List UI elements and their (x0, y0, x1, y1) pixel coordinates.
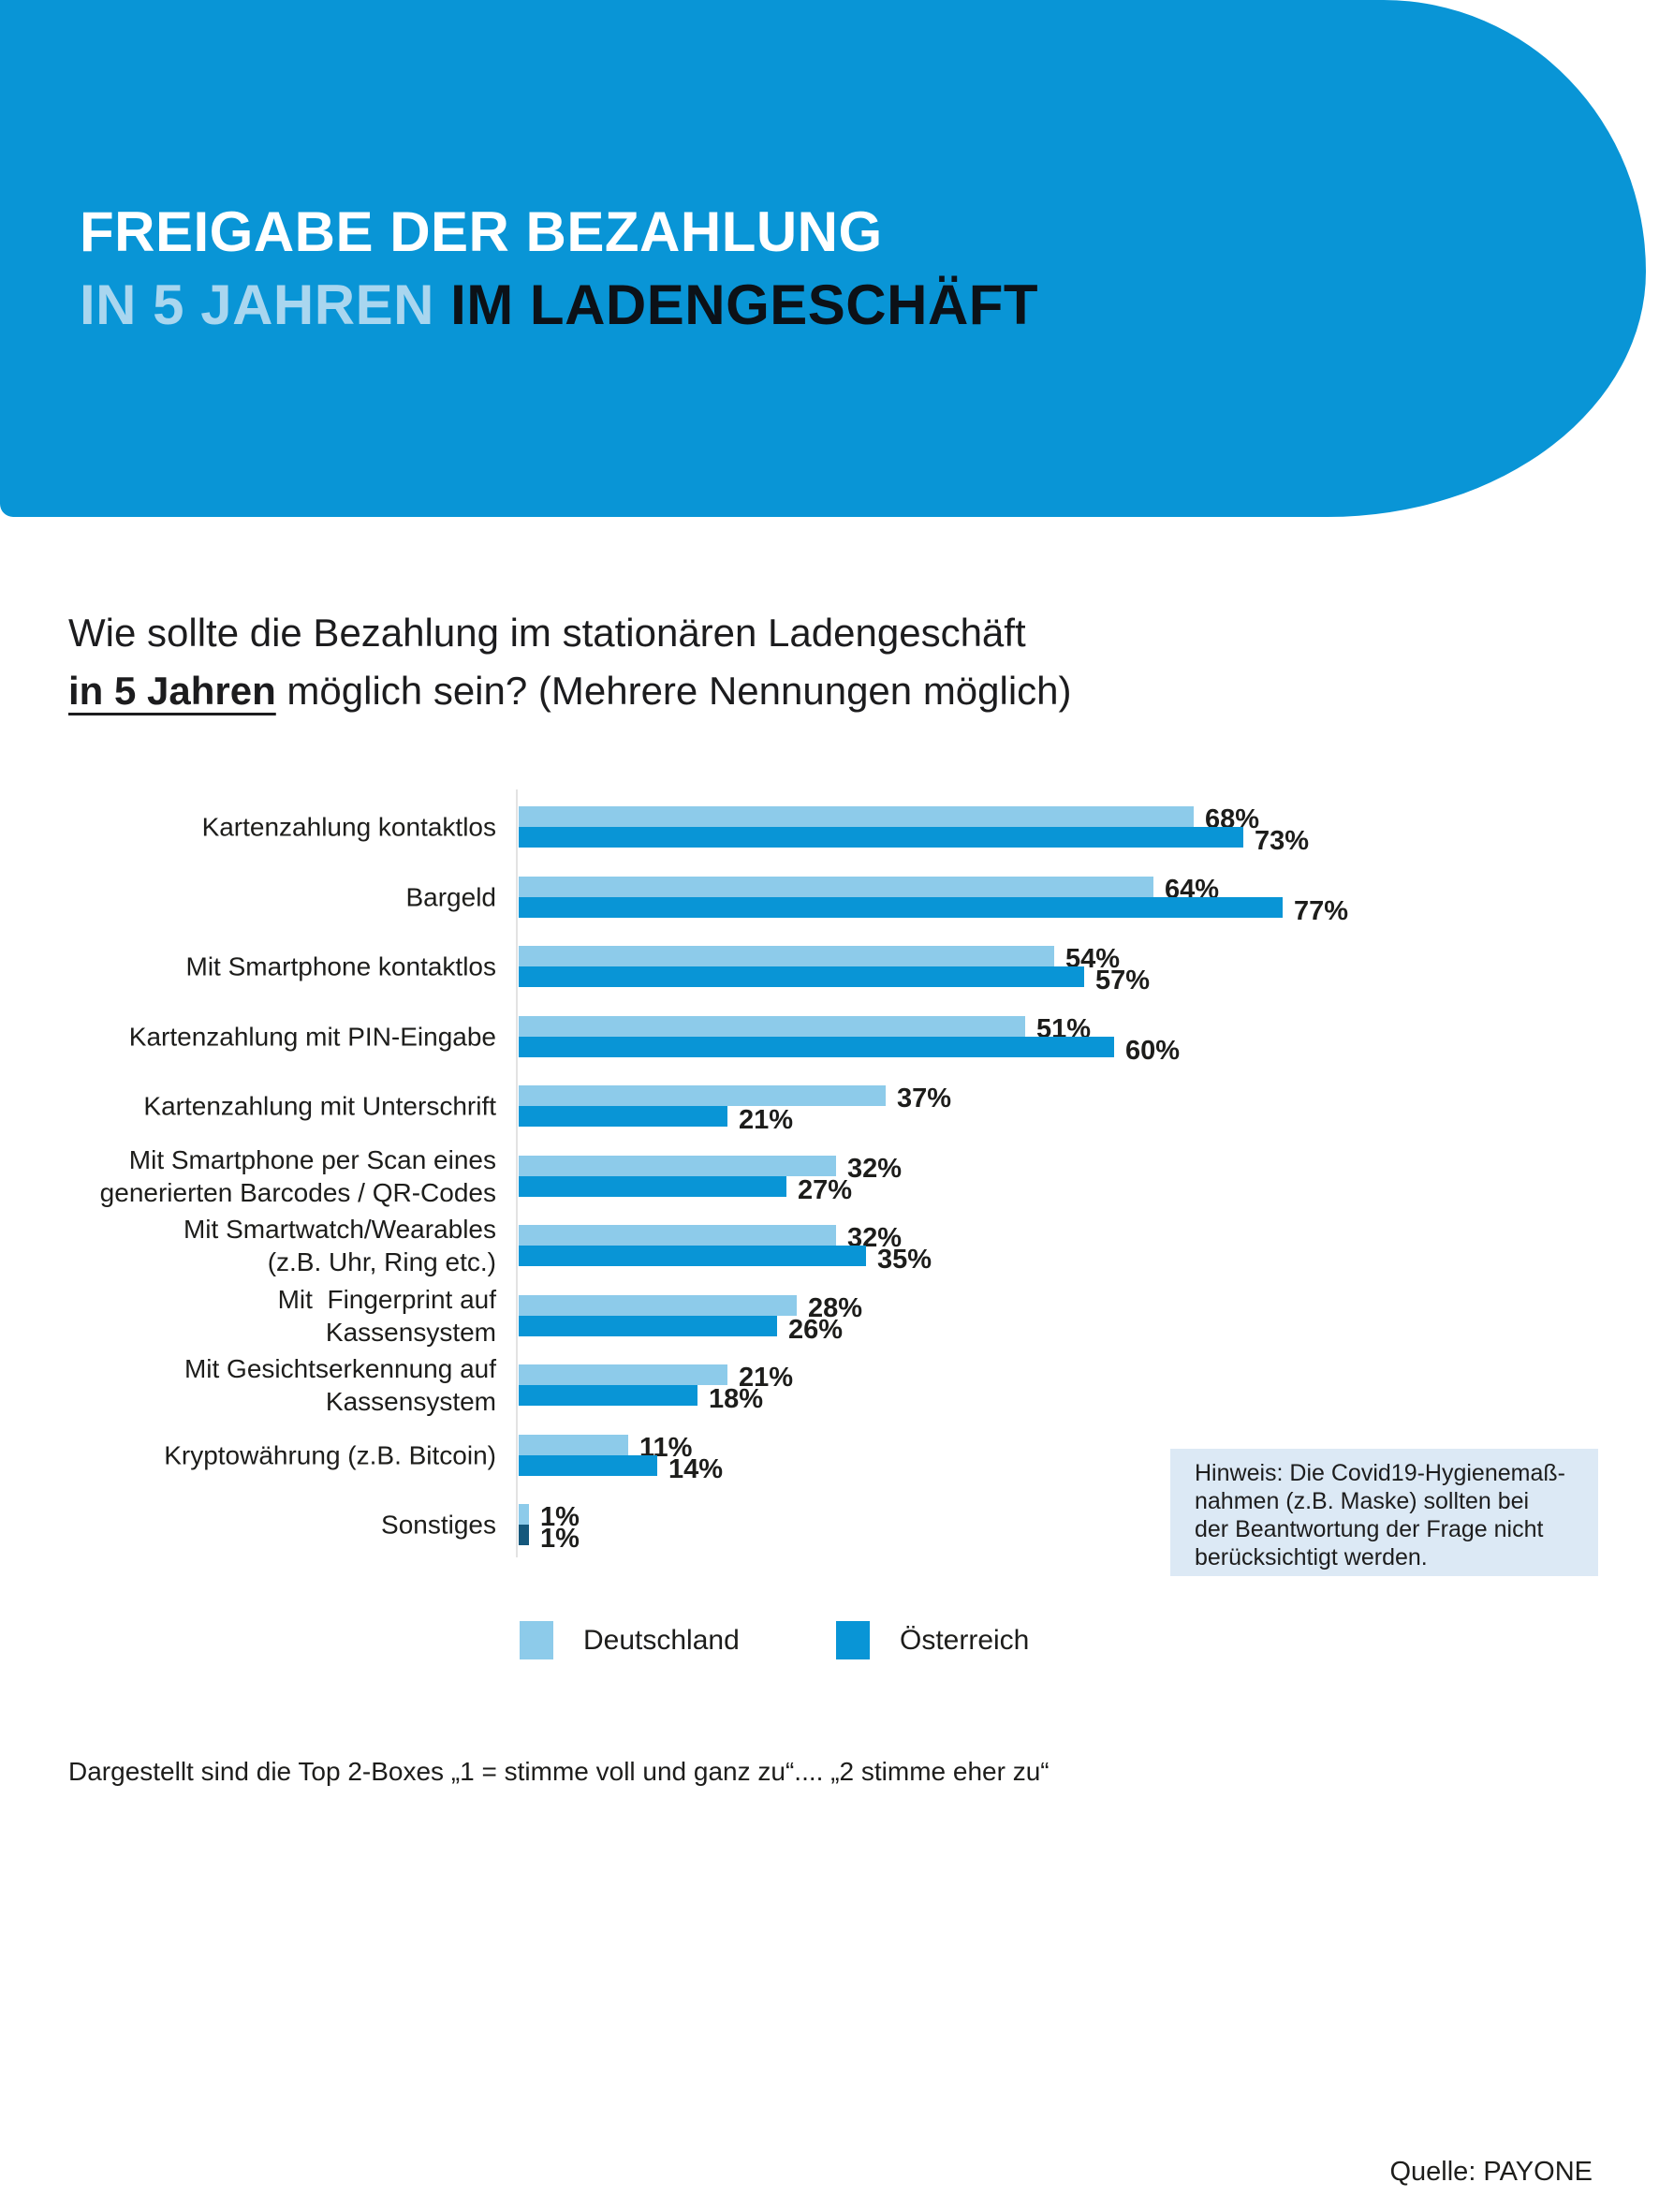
bar-deutschland (519, 1364, 727, 1385)
value-label-oesterreich: 27% (798, 1175, 853, 1205)
page-title-line2-light: IN 5 JAHREN (80, 273, 434, 336)
question-line2: in 5 Jahren möglich sein? (Mehrere Nennu… (68, 662, 1072, 720)
legend-label-deutschland: Deutschland (583, 1625, 740, 1656)
category-label: Bargeld (405, 882, 496, 912)
bar-deutschland (519, 806, 1194, 827)
category-label: Kartenzahlung mit Unterschrift (143, 1091, 496, 1121)
bar-deutschland (519, 1295, 797, 1316)
category-label: Mit Fingerprint auf Kassensystem (277, 1285, 496, 1347)
bar-oesterreich (519, 1246, 866, 1266)
bar-oesterreich (519, 1455, 657, 1476)
legend-swatch-deutschland (520, 1621, 553, 1659)
value-label-oesterreich: 26% (788, 1315, 844, 1345)
category-label: Mit Smartwatch/Wearables (z.B. Uhr, Ring… (183, 1215, 496, 1276)
category-label: Kryptowährung (z.B. Bitcoin) (164, 1440, 496, 1470)
page-title-line1: FREIGABE DER BEZAHLUNG (80, 200, 883, 263)
page-title-line2-dark: IM LADENGESCHÄFT (433, 273, 1039, 336)
category-label: Mit Smartphone per Scan eines generierte… (99, 1145, 496, 1207)
value-label-oesterreich: 73% (1255, 826, 1310, 856)
footnote: Dargestellt sind die Top 2-Boxes „1 = st… (68, 1757, 1050, 1786)
bar-deutschland (519, 1435, 628, 1455)
value-label-deutschland: 32% (847, 1154, 903, 1184)
legend-label-oesterreich: Österreich (900, 1625, 1030, 1656)
bar-oesterreich (519, 1316, 777, 1336)
value-label-oesterreich: 21% (739, 1105, 794, 1135)
bar-oesterreich (519, 827, 1243, 848)
header-blob: FREIGABE DER BEZAHLUNG IN 5 JAHREN IM LA… (0, 0, 1646, 517)
page-title-line2: IN 5 JAHREN IM LADENGESCHÄFT (80, 273, 1038, 337)
value-label-deutschland: 21% (739, 1363, 794, 1393)
bar-deutschland (519, 1225, 836, 1246)
legend-swatch-oesterreich (836, 1621, 870, 1659)
bar-deutschland (519, 1156, 836, 1176)
bar-oesterreich (519, 1037, 1114, 1057)
source-label: Quelle: PAYONE (1389, 2157, 1593, 2187)
category-label: Sonstiges (381, 1510, 496, 1540)
category-label: Mit Smartphone kontaktlos (185, 951, 497, 981)
value-label-deutschland: 1% (540, 1502, 580, 1532)
value-label-oesterreich: 77% (1294, 896, 1349, 926)
note-box: Hinweis: Die Covid19-Hygienemaß- nahmen … (1170, 1449, 1598, 1576)
value-label-oesterreich: 60% (1125, 1036, 1181, 1066)
value-label-deutschland: 28% (808, 1293, 863, 1323)
bar-oesterreich (519, 1176, 786, 1197)
bar-deutschland (519, 946, 1054, 966)
bar-oesterreich (519, 1106, 727, 1127)
question-text: Wie sollte die Bezahlung im stationären … (68, 604, 1072, 720)
category-label: Mit Gesichtserkennung auf Kassensystem (184, 1354, 496, 1416)
note-text: Hinweis: Die Covid19-Hygienemaß- nahmen … (1195, 1460, 1565, 1571)
bar-oesterreich (519, 897, 1283, 918)
axis-line (516, 789, 518, 1557)
question-line2-rest: möglich sein? (Mehrere Nennungen möglich… (275, 669, 1072, 713)
category-label: Kartenzahlung mit PIN-Eingabe (128, 1022, 496, 1052)
bar-deutschland (519, 877, 1153, 897)
bar-oesterreich (519, 1385, 697, 1406)
bar-deutschland (519, 1085, 886, 1106)
value-label-oesterreich: 57% (1095, 966, 1151, 995)
category-label: Kartenzahlung kontaktlos (201, 812, 496, 842)
bar-deutschland (519, 1016, 1025, 1037)
value-label-oesterreich: 1% (540, 1524, 580, 1554)
question-line1: Wie sollte die Bezahlung im stationären … (68, 611, 1026, 655)
bar-oesterreich (519, 1525, 529, 1545)
question-line2-emphasis: in 5 Jahren (68, 669, 276, 713)
value-label-oesterreich: 18% (709, 1384, 764, 1414)
value-label-deutschland: 37% (897, 1084, 952, 1113)
value-label-oesterreich: 35% (877, 1245, 932, 1275)
bar-oesterreich (519, 966, 1084, 987)
value-label-oesterreich: 14% (668, 1454, 724, 1484)
bar-deutschland (519, 1504, 529, 1525)
